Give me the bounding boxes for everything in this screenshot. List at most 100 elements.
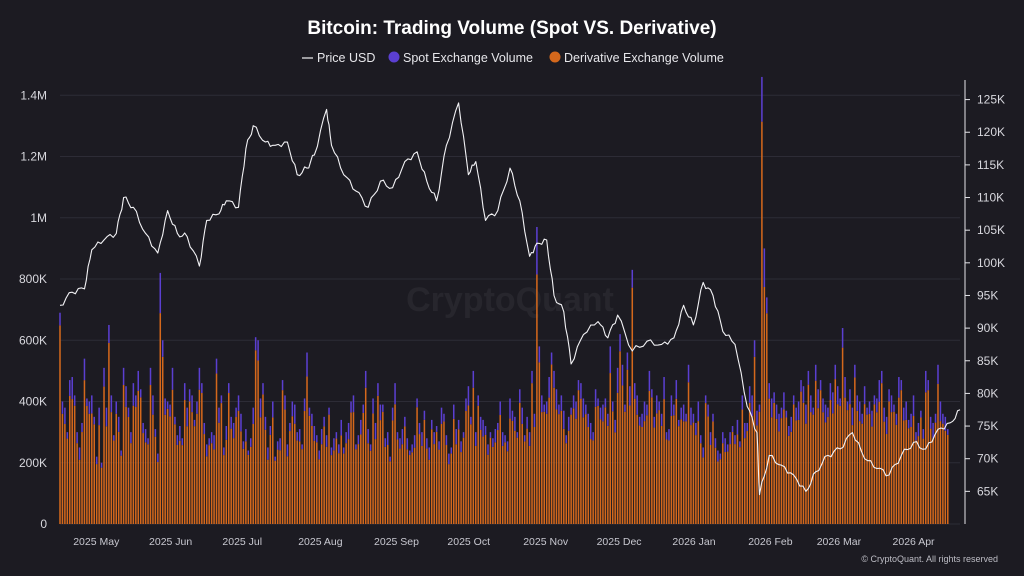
spot-volume-bar bbox=[350, 401, 352, 413]
spot-volume-bar bbox=[198, 367, 201, 390]
spot-volume-bar bbox=[611, 401, 614, 412]
derivative-volume-bar bbox=[685, 421, 687, 524]
spot-volume-bar bbox=[726, 444, 729, 452]
derivative-volume-bar bbox=[834, 379, 837, 524]
spot-volume-bar bbox=[274, 456, 276, 461]
derivative-volume-bar bbox=[589, 439, 592, 524]
derivative-volume-bar bbox=[927, 390, 929, 524]
derivative-volume-bar bbox=[475, 445, 477, 524]
spot-volume-bar bbox=[827, 407, 829, 417]
derivative-volume-bar bbox=[668, 440, 670, 524]
derivative-volume-bar bbox=[264, 429, 267, 524]
spot-volume-bar bbox=[925, 370, 927, 393]
spot-volume-bar bbox=[932, 422, 934, 439]
spot-volume-bar bbox=[758, 404, 761, 412]
spot-volume-bar bbox=[416, 398, 418, 408]
derivative-volume-bar bbox=[452, 418, 455, 524]
derivative-volume-bar bbox=[660, 425, 663, 524]
y-right-tick-label: 80K bbox=[977, 386, 998, 400]
spot-volume-bar bbox=[272, 401, 274, 418]
watermark: CryptoQuant bbox=[406, 281, 614, 319]
derivative-volume-bar bbox=[851, 425, 854, 524]
derivative-volume-bar bbox=[545, 413, 548, 524]
x-tick-label: 2025 Nov bbox=[523, 536, 569, 548]
derivative-volume-bar bbox=[86, 405, 88, 524]
spot-volume-bar bbox=[306, 352, 308, 377]
spot-volume-bar bbox=[494, 429, 497, 443]
derivative-volume-bar bbox=[113, 440, 115, 524]
spot-volume-bar bbox=[205, 444, 208, 457]
derivative-volume-bar bbox=[472, 387, 475, 524]
x-tick-label: 2026 Apr bbox=[893, 536, 936, 548]
derivative-volume-bar bbox=[673, 415, 675, 524]
derivative-volume-bar bbox=[880, 383, 883, 524]
spot-volume-bar bbox=[399, 438, 401, 449]
derivative-volume-bar bbox=[932, 438, 934, 524]
spot-volume-bar bbox=[438, 441, 440, 450]
spot-volume-bar bbox=[934, 413, 937, 423]
derivative-volume-bar bbox=[201, 393, 203, 524]
derivative-volume-bar bbox=[183, 400, 186, 524]
derivative-volume-bar bbox=[533, 426, 536, 524]
derivative-volume-bar bbox=[873, 404, 876, 524]
x-tick-label: 2026 Jan bbox=[672, 536, 715, 548]
derivative-volume-bar bbox=[863, 404, 866, 524]
derivative-volume-bar bbox=[802, 402, 805, 524]
derivative-volume-bar bbox=[382, 411, 384, 524]
volume-bars bbox=[59, 76, 949, 524]
spot-volume-bar bbox=[357, 435, 360, 445]
derivative-volume-bar bbox=[854, 377, 856, 524]
derivative-volume-bar bbox=[910, 426, 912, 524]
spot-volume-bar bbox=[132, 383, 135, 406]
spot-volume-bar bbox=[477, 395, 479, 406]
spot-volume-bar bbox=[531, 370, 533, 384]
spot-volume-bar bbox=[944, 416, 947, 431]
derivative-volume-bar bbox=[925, 392, 927, 524]
derivative-volume-bar bbox=[340, 435, 343, 524]
derivative-volume-bar bbox=[807, 384, 810, 524]
spot-volume-bar bbox=[230, 416, 232, 429]
derivative-volume-bar bbox=[254, 350, 257, 524]
spot-volume-bar bbox=[394, 383, 396, 405]
spot-volume-bar bbox=[164, 398, 166, 415]
y-right-tick-label: 95K bbox=[977, 288, 998, 302]
spot-volume-bar bbox=[364, 370, 367, 388]
y-right-tick-label: 115K bbox=[977, 158, 1004, 172]
derivative-volume-bar bbox=[790, 431, 793, 524]
spot-volume-bar bbox=[858, 401, 861, 422]
spot-volume-bar bbox=[663, 377, 665, 400]
derivative-volume-bar bbox=[744, 438, 746, 524]
derivative-volume-bar bbox=[560, 410, 563, 524]
spot-volume-bar bbox=[504, 435, 506, 443]
spot-volume-bar bbox=[714, 438, 717, 448]
spot-volume-bar bbox=[264, 416, 267, 430]
derivative-volume-bar bbox=[739, 447, 741, 524]
derivative-volume-bar bbox=[763, 286, 766, 524]
spot-volume-bar bbox=[257, 340, 259, 361]
derivative-volume-bar bbox=[127, 416, 130, 524]
spot-volume-bar bbox=[142, 422, 144, 434]
derivative-volume-bar bbox=[856, 410, 859, 524]
spot-volume-bar bbox=[839, 398, 841, 406]
derivative-volume-bar bbox=[717, 461, 719, 524]
spot-volume-bar bbox=[475, 432, 477, 446]
derivative-volume-bar bbox=[748, 402, 751, 524]
spot-volume-bar bbox=[893, 404, 895, 412]
spot-volume-bar bbox=[876, 398, 878, 413]
spot-volume-bar bbox=[250, 438, 252, 447]
spot-volume-bar bbox=[700, 435, 702, 444]
derivative-volume-bar bbox=[548, 397, 550, 524]
derivative-volume-bar bbox=[208, 445, 210, 524]
spot-volume-bar bbox=[227, 383, 230, 394]
derivative-volume-bar bbox=[235, 416, 237, 524]
derivative-volume-bar bbox=[841, 347, 844, 524]
spot-volume-bar bbox=[61, 401, 64, 414]
spot-volume-bar bbox=[352, 395, 355, 413]
spot-volume-bar bbox=[83, 358, 86, 381]
derivative-volume-bar bbox=[746, 431, 748, 524]
spot-volume-bar bbox=[810, 395, 812, 413]
derivative-volume-bar bbox=[267, 459, 269, 524]
derivative-volume-bar bbox=[247, 454, 250, 524]
legend-price-label: Price USD bbox=[317, 51, 375, 65]
spot-volume-bar bbox=[100, 462, 103, 468]
